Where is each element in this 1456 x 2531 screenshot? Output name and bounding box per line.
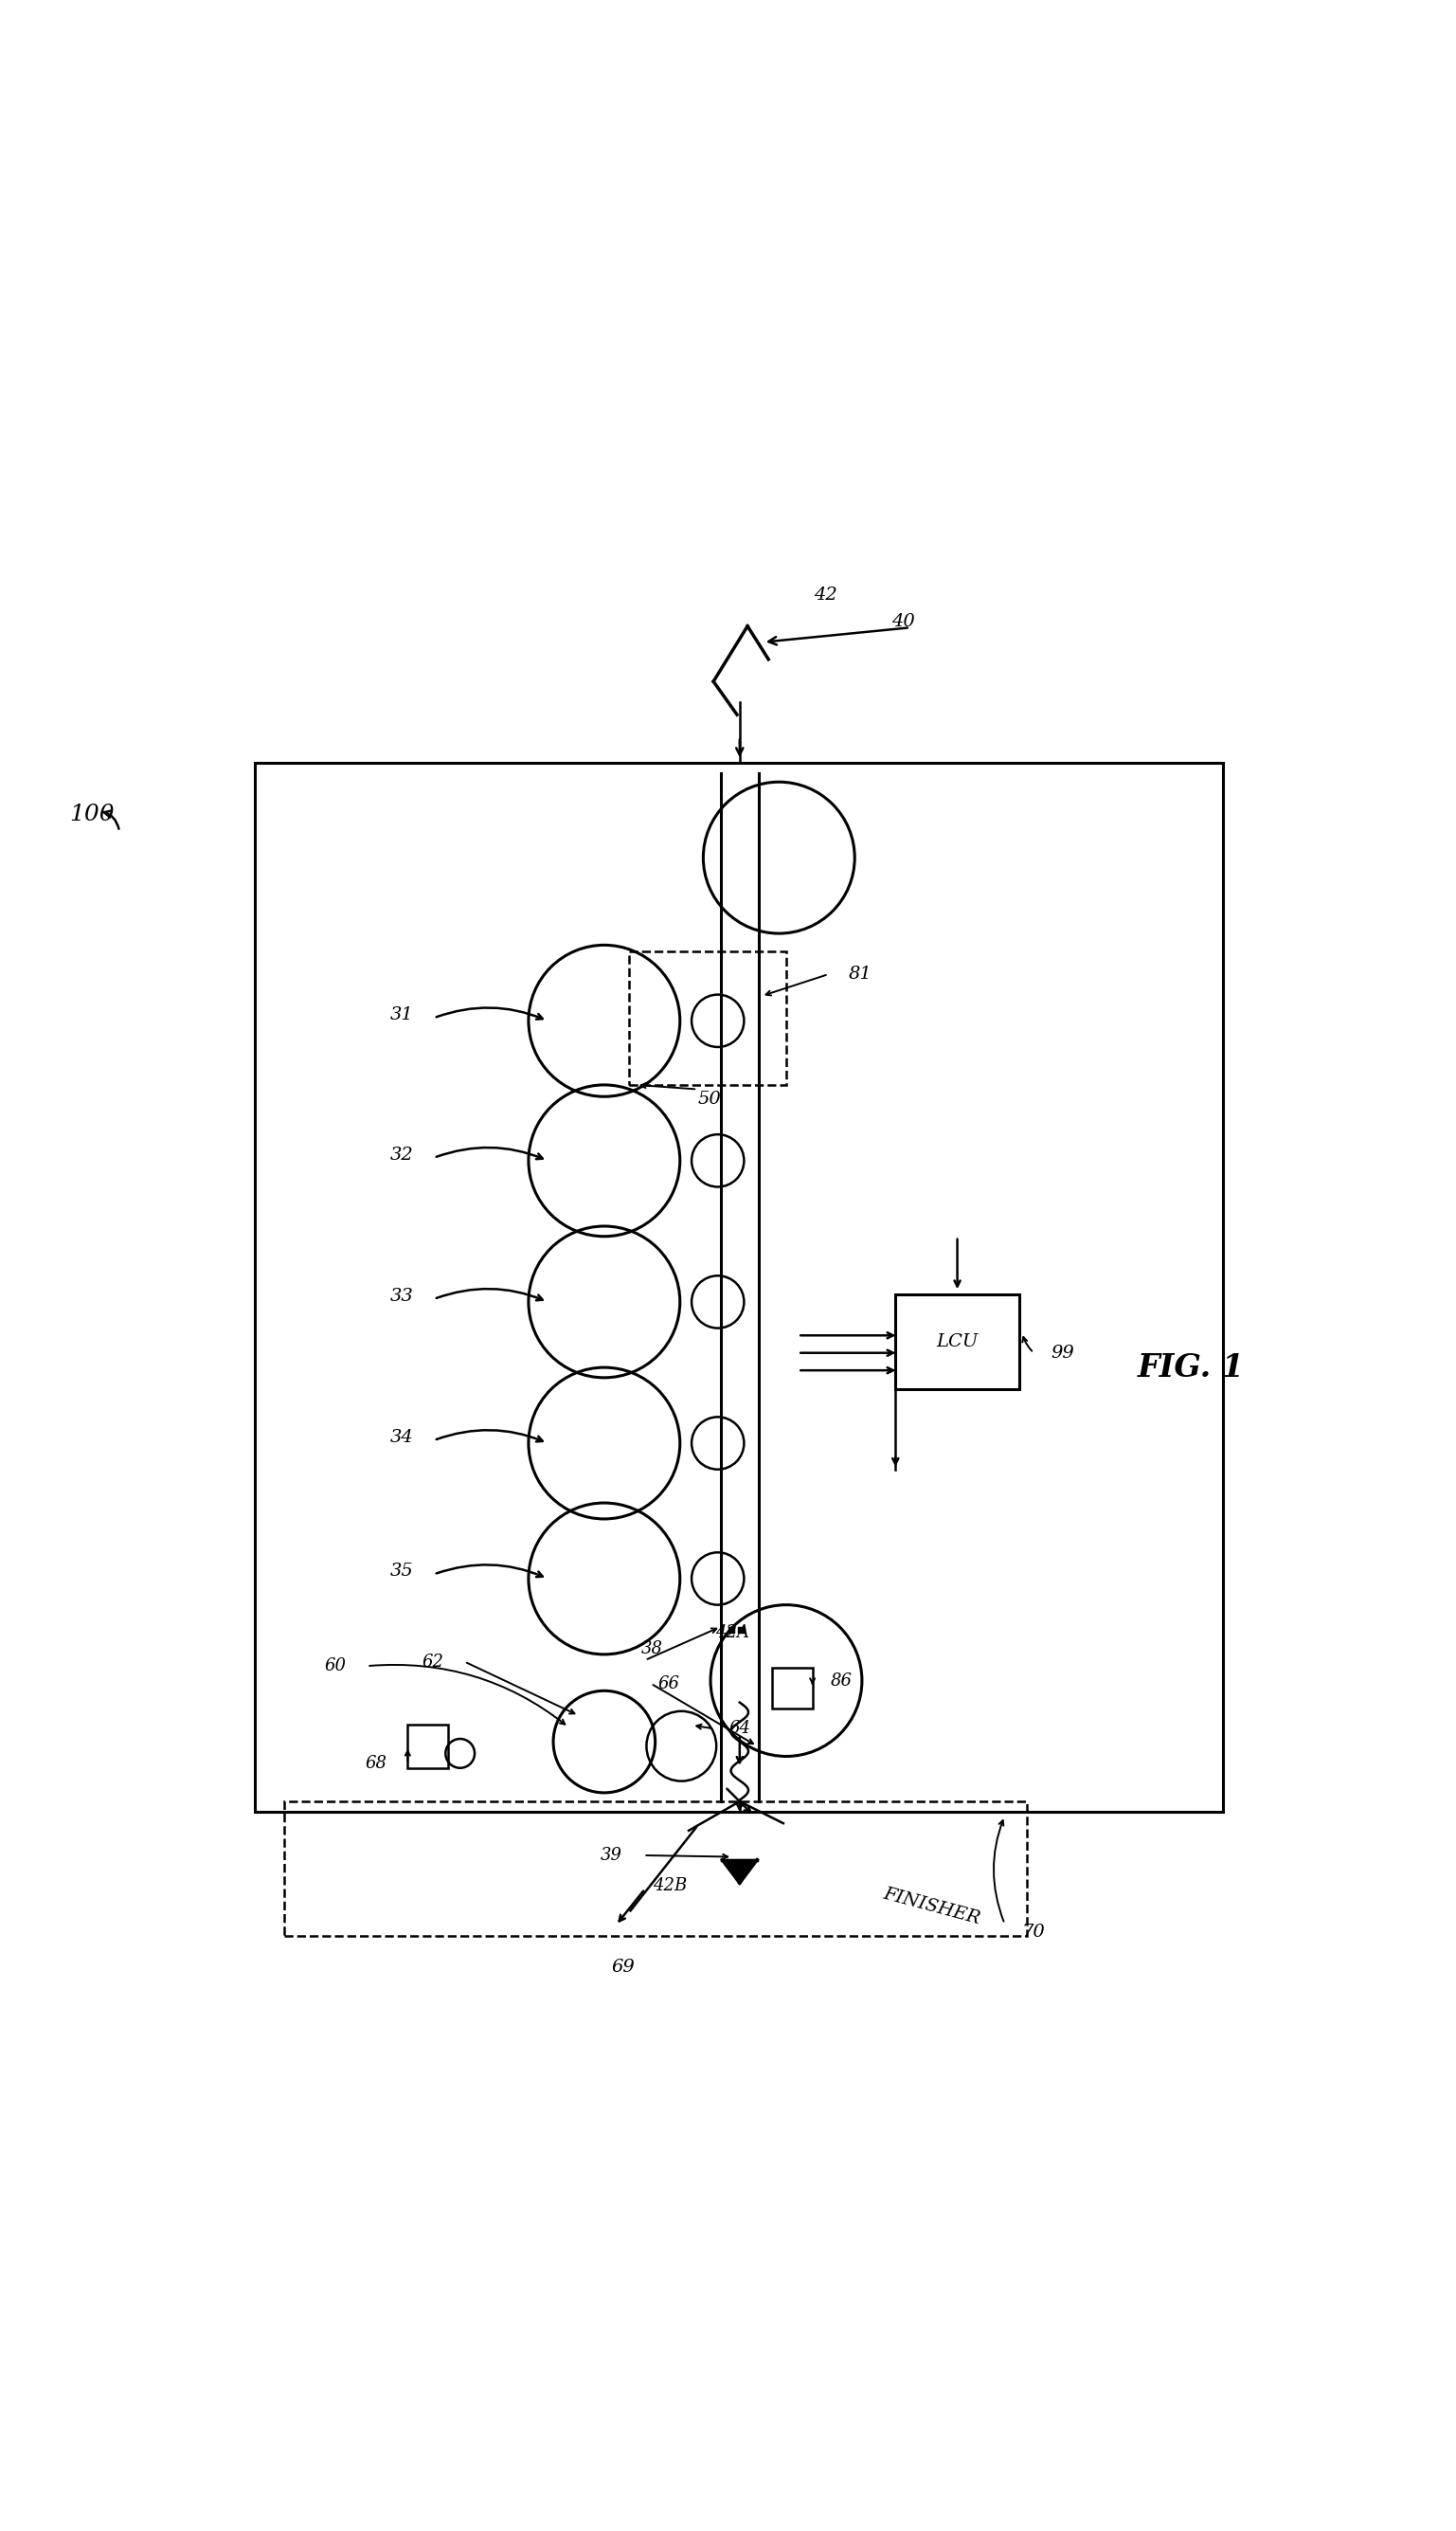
Text: LCU: LCU	[936, 1334, 978, 1352]
Bar	[255, 762, 1223, 1812]
Text: 60: 60	[325, 1658, 345, 1676]
Text: 31: 31	[390, 1007, 414, 1023]
Text: 33: 33	[390, 1288, 414, 1303]
Bar	[408, 1724, 448, 1769]
Bar	[629, 952, 786, 1086]
Bar	[284, 1802, 1026, 1936]
Text: 42: 42	[814, 587, 837, 605]
Text: 42A: 42A	[715, 1625, 750, 1640]
Text: 38: 38	[642, 1640, 662, 1658]
Text: 34: 34	[390, 1430, 414, 1445]
Text: 32: 32	[390, 1147, 414, 1164]
Text: 100: 100	[70, 802, 114, 825]
Text: 42B: 42B	[652, 1878, 687, 1896]
Text: 40: 40	[891, 613, 914, 630]
Text: FINISHER: FINISHER	[881, 1886, 983, 1929]
Text: 99: 99	[1051, 1344, 1075, 1362]
Text: 35: 35	[390, 1562, 414, 1579]
Text: 64: 64	[729, 1721, 750, 1736]
Text: 81: 81	[849, 967, 872, 982]
Text: 86: 86	[831, 1673, 852, 1688]
Text: 50: 50	[697, 1091, 721, 1109]
Bar	[895, 1296, 1019, 1390]
Text: 68: 68	[365, 1754, 386, 1772]
Polygon shape	[722, 1860, 757, 1883]
Bar	[772, 1668, 812, 1708]
Text: 62: 62	[422, 1653, 443, 1670]
Text: 66: 66	[658, 1676, 678, 1693]
Text: 69: 69	[612, 1959, 635, 1977]
Text: FIG. 1: FIG. 1	[1137, 1352, 1245, 1382]
Text: 70: 70	[1022, 1924, 1045, 1941]
Text: 39: 39	[601, 1848, 622, 1863]
